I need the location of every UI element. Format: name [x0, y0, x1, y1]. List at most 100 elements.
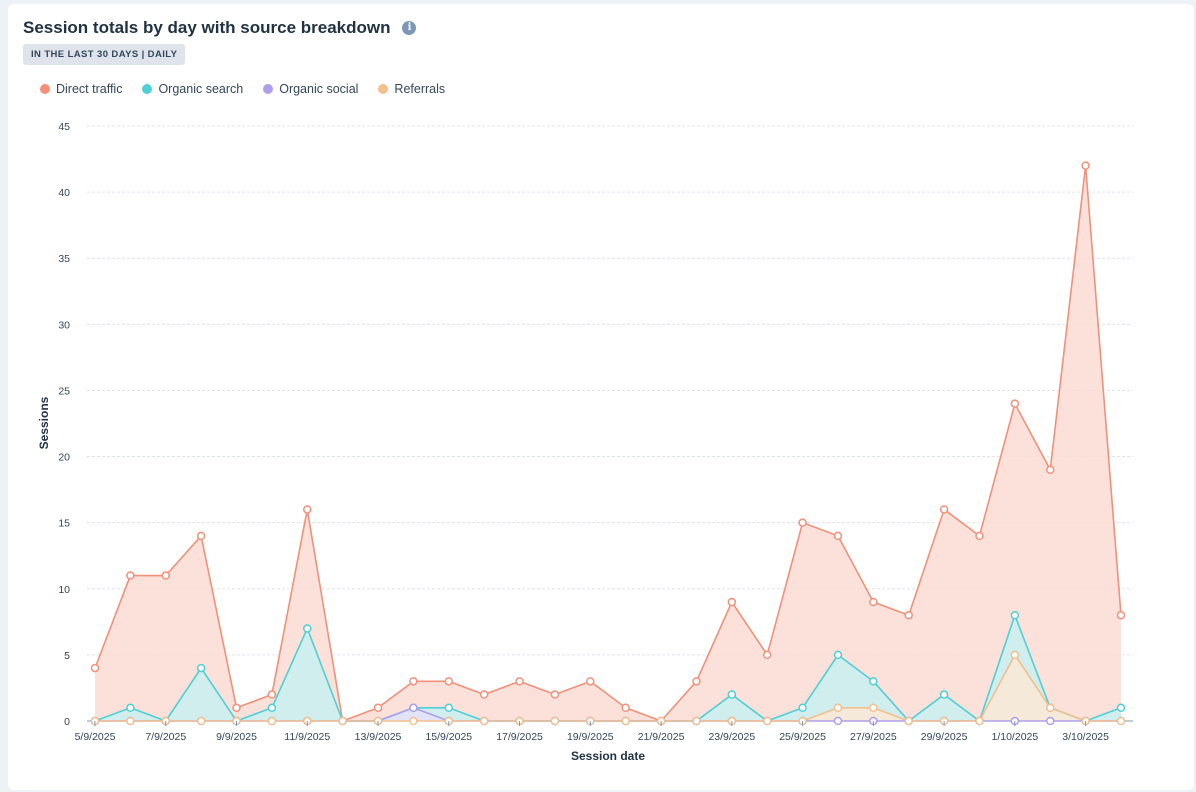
data-point[interactable]	[550, 690, 560, 699]
data-point[interactable]	[303, 505, 312, 514]
data-point[interactable]	[727, 597, 737, 607]
data-point[interactable]	[515, 677, 524, 686]
legend-swatch	[40, 84, 50, 94]
data-point[interactable]	[1045, 703, 1055, 713]
data-point[interactable]	[409, 716, 418, 726]
data-point[interactable]	[1116, 703, 1126, 713]
data-point[interactable]	[692, 677, 701, 686]
legend-label: Referrals	[394, 82, 446, 96]
data-point[interactable]	[267, 703, 277, 713]
x-tick-label: 27/9/2025	[850, 731, 897, 743]
data-point[interactable]	[1081, 161, 1090, 170]
legend-item[interactable]: Direct traffic	[40, 82, 122, 96]
x-tick-label: 19/9/2025	[567, 731, 614, 743]
data-point[interactable]	[90, 663, 100, 673]
x-tick-label: 25/9/2025	[779, 731, 826, 743]
data-point[interactable]	[869, 597, 878, 607]
data-point[interactable]	[1045, 465, 1055, 475]
data-point[interactable]	[196, 663, 206, 673]
legend-swatch	[142, 84, 153, 94]
y-tick-label: 20	[58, 452, 70, 464]
data-point[interactable]	[1010, 610, 1020, 620]
data-point[interactable]	[869, 703, 878, 713]
data-point[interactable]	[479, 716, 489, 726]
data-point[interactable]	[196, 531, 206, 541]
y-tick-label: 5	[64, 650, 70, 662]
legend-swatch	[378, 84, 389, 94]
data-point[interactable]	[126, 703, 135, 713]
data-point[interactable]	[126, 716, 135, 726]
data-point[interactable]	[1116, 610, 1126, 620]
data-point[interactable]	[904, 716, 913, 726]
legend-label: Direct traffic	[56, 82, 123, 96]
data-point[interactable]	[798, 703, 807, 713]
legend-item[interactable]: Organic search	[142, 82, 243, 96]
chart-legend: Direct traffic Organic search Organic soci…	[40, 82, 445, 96]
chart-header: Session totals by day with source breakd…	[23, 18, 417, 65]
series-line	[94, 164, 1122, 722]
data-point[interactable]	[692, 716, 701, 726]
data-point[interactable]	[762, 716, 772, 726]
series-line	[95, 654, 1121, 722]
data-point[interactable]	[161, 571, 171, 580]
data-point[interactable]	[833, 531, 843, 541]
data-point[interactable]	[550, 716, 560, 726]
y-tick-label: 15	[58, 518, 70, 530]
data-point[interactable]	[232, 703, 241, 713]
data-point[interactable]	[267, 690, 277, 699]
data-point[interactable]	[586, 677, 595, 686]
x-tick-label: 15/9/2025	[425, 731, 472, 743]
legend-label: Organic search	[158, 82, 244, 96]
data-point[interactable]	[1116, 716, 1126, 726]
y-axis-title: Sessions	[37, 396, 51, 449]
data-point[interactable]	[126, 571, 135, 580]
data-point[interactable]	[1010, 650, 1020, 660]
series-area	[95, 615, 1121, 721]
x-tick-label: 21/9/2025	[638, 731, 685, 743]
data-point[interactable]	[975, 531, 984, 541]
data-point[interactable]	[338, 716, 347, 726]
legend-swatch	[263, 84, 274, 94]
data-point[interactable]	[833, 716, 843, 726]
data-point[interactable]	[409, 677, 418, 686]
y-tick-label: 25	[58, 385, 70, 397]
x-tick-label: 29/9/2025	[921, 731, 968, 743]
y-tick-label: 45	[58, 121, 70, 133]
data-point[interactable]	[975, 716, 984, 726]
data-point[interactable]	[762, 650, 772, 660]
y-tick-label: 35	[58, 253, 70, 265]
x-tick-label: 23/9/2025	[708, 731, 755, 743]
y-tick-label: 0	[64, 716, 70, 728]
data-point[interactable]	[1010, 399, 1020, 408]
data-point[interactable]	[869, 677, 878, 686]
data-point[interactable]	[1045, 716, 1055, 726]
data-point[interactable]	[267, 716, 277, 726]
data-point[interactable]	[727, 690, 737, 699]
data-point[interactable]	[196, 716, 206, 726]
legend-label: Organic social	[279, 82, 359, 96]
data-point[interactable]	[409, 703, 418, 713]
data-point[interactable]	[444, 677, 454, 686]
data-point[interactable]	[833, 703, 843, 713]
data-point[interactable]	[621, 703, 630, 713]
data-point[interactable]	[939, 690, 949, 699]
legend-item[interactable]: Organic social	[263, 82, 358, 96]
legend-item[interactable]: Referrals	[378, 82, 445, 96]
data-point[interactable]	[303, 624, 312, 633]
series-area	[95, 165, 1121, 721]
data-point[interactable]	[373, 703, 383, 713]
data-point[interactable]	[798, 518, 807, 527]
x-axis-title: Session date	[571, 749, 645, 763]
data-point[interactable]	[444, 703, 454, 713]
data-point[interactable]	[833, 650, 843, 660]
x-tick-label: 7/9/2025	[145, 731, 186, 743]
data-point[interactable]	[621, 716, 630, 726]
info-icon[interactable]: i	[402, 21, 417, 35]
data-point[interactable]	[904, 610, 913, 620]
data-point[interactable]	[479, 690, 489, 699]
chart-title: Session totals by day with source breakd…	[23, 18, 391, 37]
y-tick-label: 10	[58, 584, 70, 596]
data-point[interactable]	[939, 505, 949, 514]
y-tick-label: 40	[58, 187, 70, 199]
x-tick-label: 13/9/2025	[355, 731, 402, 743]
